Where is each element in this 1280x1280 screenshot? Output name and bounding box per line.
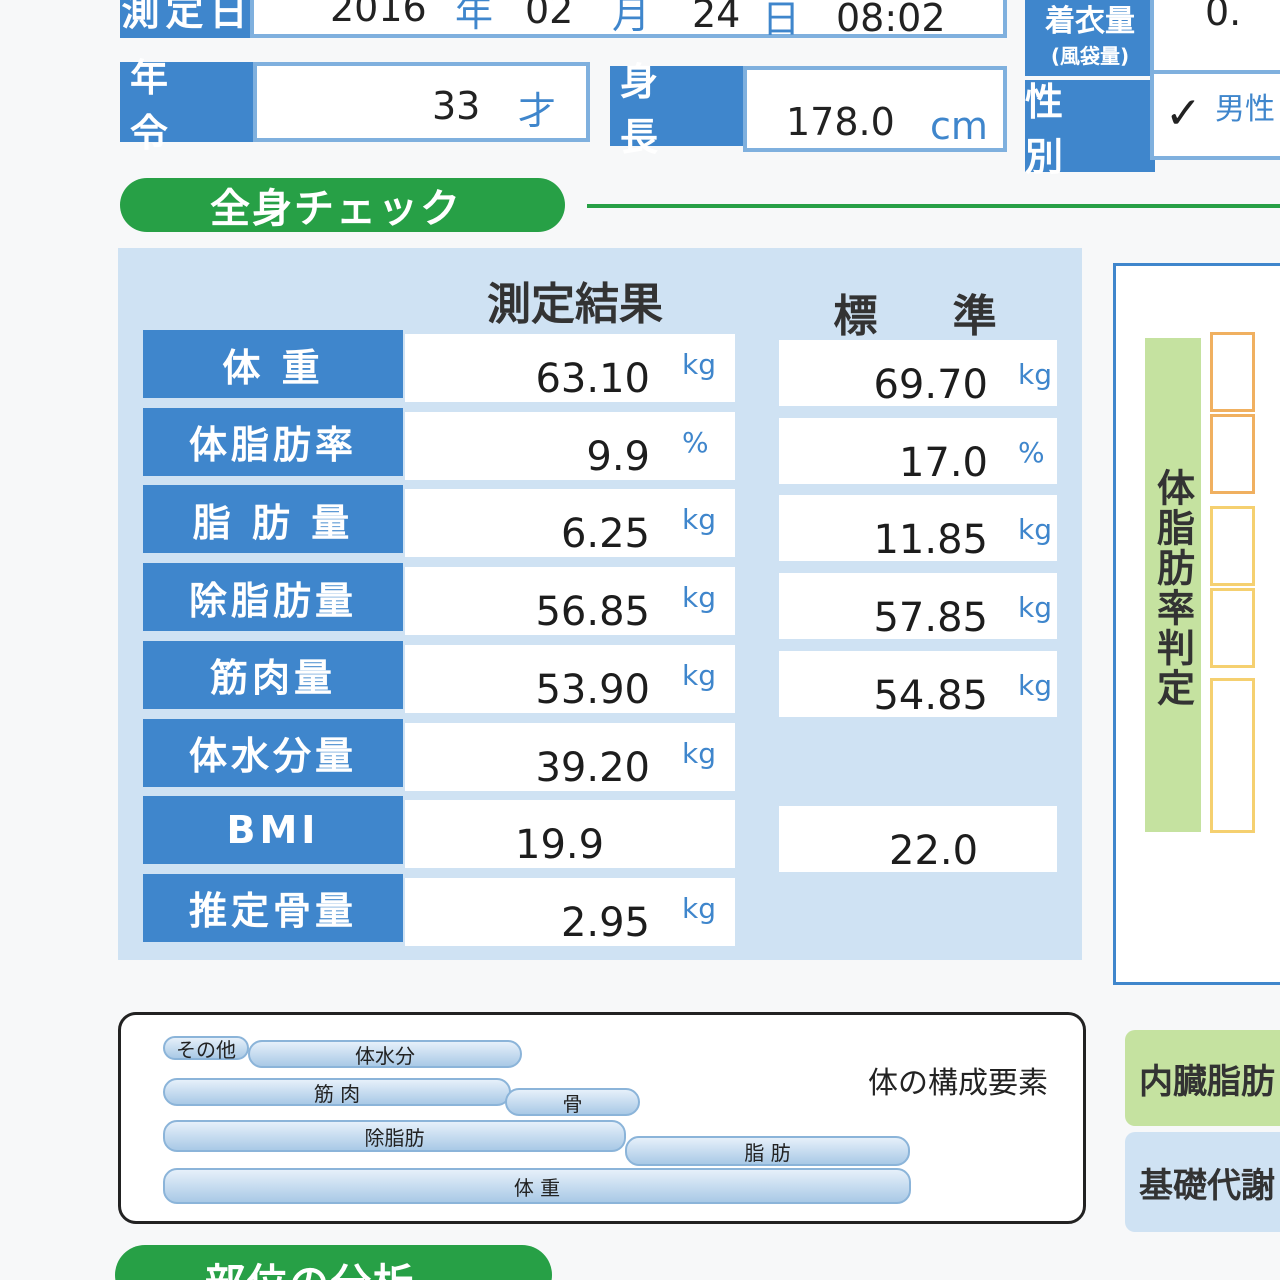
standard-unit: kg — [1018, 591, 1052, 625]
result-value: 6.25 — [560, 511, 650, 558]
clothing-sub: (風袋量) — [1050, 43, 1130, 68]
year-unit: 年 — [455, 0, 494, 35]
result-cell — [405, 644, 735, 713]
month: 02 — [525, 0, 574, 32]
composition-bar: 筋 肉 — [163, 1078, 511, 1106]
result-cell — [405, 489, 735, 558]
sex-label: 性 別 — [1025, 80, 1155, 179]
standard-cell — [779, 417, 1057, 484]
standard-value: 11.85 — [873, 517, 988, 564]
height-unit: cm — [930, 104, 988, 148]
result-cell — [405, 567, 735, 636]
judgement-bar: 体脂肪率判定 — [1145, 338, 1201, 832]
sex-option: 男性 — [1215, 92, 1275, 127]
height-label: 身 長 — [610, 60, 747, 159]
date-box — [250, 0, 1007, 38]
standard-cell — [779, 806, 1057, 873]
judgement-cell — [1210, 678, 1255, 833]
composition-bar: 脂 肪 — [625, 1136, 910, 1166]
result-header: 測定結果 — [487, 279, 663, 330]
result-value: 56.85 — [535, 589, 650, 636]
standard-cell — [779, 573, 1057, 640]
composition-bar: 体水分 — [248, 1040, 522, 1068]
age-box — [253, 62, 590, 142]
judgement-cell — [1210, 588, 1255, 668]
section-title: 全身チェック — [120, 178, 565, 232]
result-value: 39.20 — [535, 744, 650, 791]
standard-header: 標 準 — [833, 291, 1027, 342]
composition-bar: 体 重 — [163, 1168, 911, 1204]
standard-unit: kg — [1018, 358, 1052, 391]
result-unit: kg — [682, 348, 716, 381]
row-label: BMI — [143, 796, 403, 865]
result-unit: kg — [682, 891, 716, 925]
section-title: 部位の分析 — [115, 1245, 552, 1280]
standard-value: 54.85 — [873, 672, 988, 719]
clothing-value-box — [1150, 0, 1280, 76]
standard-unit: % — [1018, 435, 1045, 469]
visceral-fat: 内臓脂肪 — [1125, 1030, 1280, 1126]
result-unit: % — [682, 425, 709, 459]
composition-bar: 除脂肪 — [163, 1120, 626, 1152]
judgement-title: 体脂肪率判定 — [1150, 468, 1195, 708]
age: 33 — [432, 84, 481, 128]
result-value: 63.10 — [535, 356, 650, 402]
time: 08:02 — [836, 0, 946, 40]
composition-title: 体の構成要素 — [868, 1066, 1048, 1101]
age-label: 年 令 — [120, 56, 257, 155]
row-label: 除脂肪量 — [143, 563, 403, 632]
standard-value: 22.0 — [889, 828, 979, 875]
basal-metabolism: 基礎代謝 — [1125, 1132, 1280, 1232]
clothing-box: 着衣量 (風袋量) — [1025, 0, 1155, 76]
result-unit: kg — [682, 503, 716, 537]
day: 24 — [692, 0, 741, 36]
judgement-cell — [1210, 506, 1255, 586]
standard-cell — [779, 650, 1057, 717]
result-cell — [405, 334, 735, 402]
result-unit: kg — [682, 736, 716, 770]
standard-value: 17.0 — [898, 439, 988, 486]
clothing-value: 0. — [1205, 0, 1242, 34]
standard-unit: kg — [1018, 668, 1052, 702]
row-label: 脂 肪 量 — [143, 485, 403, 554]
row-label: 推定骨量 — [143, 873, 403, 942]
result-value: 19.9 — [515, 822, 605, 869]
result-unit: kg — [682, 581, 716, 615]
row-label: 体脂肪率 — [143, 407, 403, 476]
sex-box — [1150, 70, 1280, 160]
judgement-cell — [1210, 332, 1255, 412]
month-unit: 月 — [612, 0, 651, 37]
result-value: 53.90 — [535, 666, 650, 713]
standard-value: 57.85 — [873, 595, 988, 642]
composition-bar: その他 — [163, 1036, 249, 1062]
clothing-label: 着衣量 — [1045, 3, 1135, 39]
result-cell — [405, 800, 735, 869]
result-value: 2.95 — [560, 899, 650, 946]
composition-bar: 骨 — [505, 1088, 640, 1116]
row-label: 体水分量 — [143, 718, 403, 787]
sex-check: ✓ — [1165, 88, 1202, 139]
height: 178.0 — [786, 100, 895, 144]
standard-cell — [779, 340, 1057, 406]
date-label: 測定日 — [120, 0, 255, 38]
row-label: 筋肉量 — [143, 640, 403, 709]
standard-value: 69.70 — [873, 362, 988, 408]
day-unit: 日 — [762, 0, 801, 41]
result-unit: kg — [682, 658, 716, 692]
standard-unit: kg — [1018, 513, 1052, 547]
row-label: 体 重 — [143, 330, 403, 398]
standard-cell — [779, 495, 1057, 562]
age-unit: 才 — [518, 89, 557, 133]
year: 2016 — [330, 0, 427, 30]
result-value: 9.9 — [586, 433, 650, 480]
height-box — [743, 66, 1007, 152]
result-cell — [405, 411, 735, 480]
judgement-cell — [1210, 414, 1255, 494]
result-cell — [405, 722, 735, 791]
result-cell — [405, 877, 735, 946]
section-rule — [587, 204, 1280, 208]
